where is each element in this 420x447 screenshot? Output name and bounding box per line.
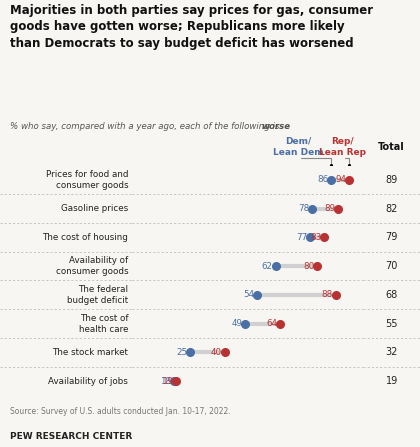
Text: 68: 68 [386, 290, 398, 300]
Text: PEW RESEARCH CENTER: PEW RESEARCH CENTER [10, 432, 133, 441]
Text: worse: worse [262, 122, 291, 131]
Text: Rep/
Lean Rep: Rep/ Lean Rep [319, 137, 366, 156]
Text: The federal
budget deficit: The federal budget deficit [67, 285, 129, 305]
Text: Source: Survey of U.S. adults conducted Jan. 10-17, 2022.: Source: Survey of U.S. adults conducted … [10, 407, 231, 416]
Text: 70: 70 [386, 261, 398, 271]
Text: 79: 79 [386, 232, 398, 242]
Text: Gasoline prices: Gasoline prices [61, 204, 129, 213]
Text: Availability of
consumer goods: Availability of consumer goods [56, 256, 129, 276]
Text: 62: 62 [262, 261, 273, 270]
Text: 77: 77 [296, 233, 307, 242]
Text: 55: 55 [386, 319, 398, 329]
Text: Dem/
Lean Dem: Dem/ Lean Dem [273, 137, 324, 156]
Text: 86: 86 [317, 175, 328, 184]
Text: 82: 82 [386, 203, 398, 214]
Text: 80: 80 [303, 261, 314, 270]
Text: 94: 94 [336, 175, 346, 184]
Text: 54: 54 [243, 291, 254, 299]
Text: The stock market: The stock market [52, 348, 129, 357]
Text: Availability of jobs: Availability of jobs [48, 377, 129, 386]
Text: 83: 83 [310, 233, 321, 242]
Text: The cost of
health care: The cost of health care [79, 314, 129, 333]
Text: 64: 64 [266, 319, 277, 328]
Text: 32: 32 [386, 347, 398, 358]
Text: 19: 19 [163, 377, 173, 386]
Text: 19: 19 [386, 376, 398, 386]
Text: Prices for food and
consumer goods: Prices for food and consumer goods [46, 170, 129, 190]
Text: 89: 89 [386, 175, 398, 185]
Text: % who say, compared with a year ago, each of the following is: % who say, compared with a year ago, eac… [10, 122, 283, 131]
Text: 25: 25 [176, 348, 187, 357]
Text: 40: 40 [211, 348, 222, 357]
Text: 49: 49 [232, 319, 243, 328]
Text: Total: Total [378, 142, 405, 152]
Text: 78: 78 [299, 204, 310, 213]
Text: 18: 18 [160, 377, 171, 386]
Text: The cost of housing: The cost of housing [42, 233, 129, 242]
Text: 89: 89 [324, 204, 335, 213]
Text: Majorities in both parties say prices for gas, consumer
goods have gotten worse;: Majorities in both parties say prices fo… [10, 4, 374, 50]
Text: 88: 88 [322, 291, 333, 299]
